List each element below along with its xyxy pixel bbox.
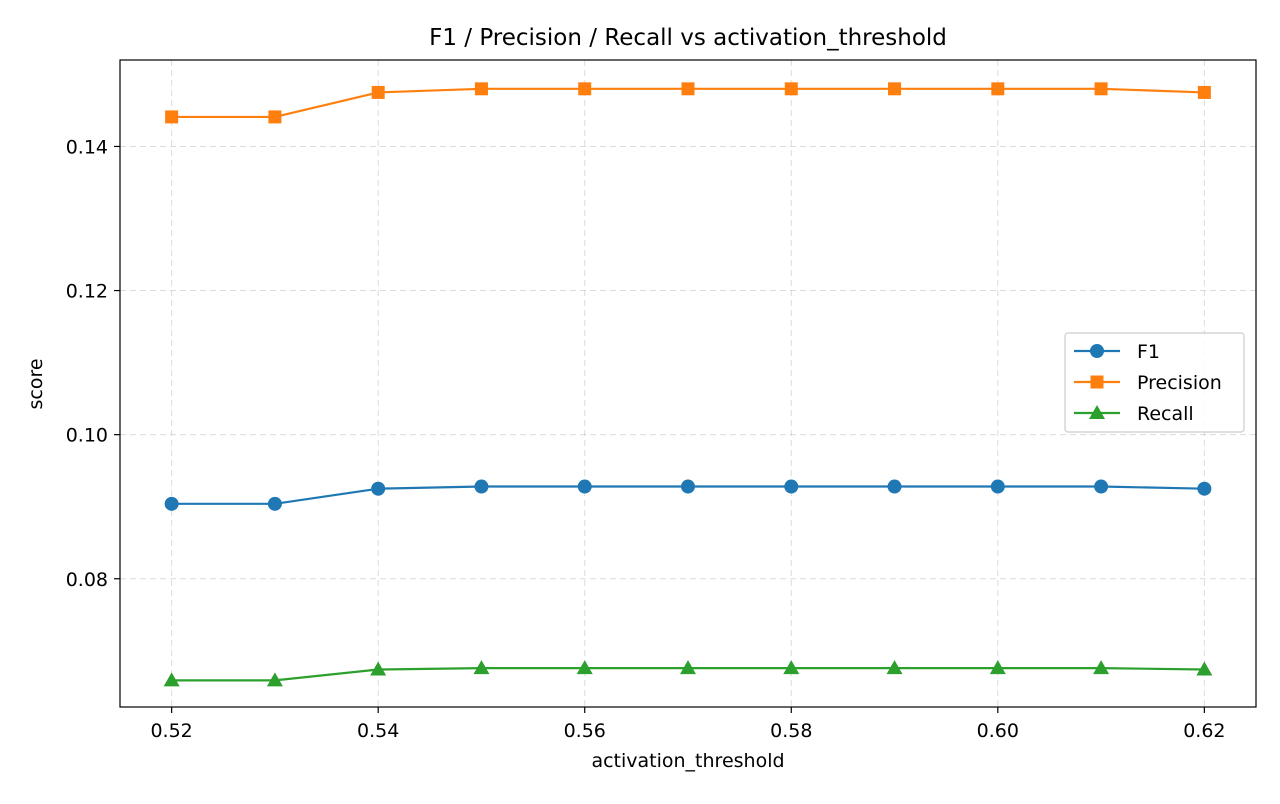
legend-label-f1: F1 xyxy=(1137,341,1160,363)
f1-point xyxy=(474,479,489,494)
recall-point xyxy=(680,660,696,675)
recall-series xyxy=(163,660,1213,687)
precision-point xyxy=(474,82,488,96)
x-tick-label: 0.52 xyxy=(150,720,192,742)
x-axis-ticks: 0.52 0.54 0.56 0.58 0.60 0.62 xyxy=(150,707,1226,742)
y-tick-label: 0.08 xyxy=(66,569,108,591)
x-axis-label: activation_threshold xyxy=(591,750,784,772)
precision-point xyxy=(888,82,902,96)
recall-point xyxy=(783,660,800,675)
plot-frame xyxy=(119,59,1257,708)
f1-point xyxy=(681,479,695,494)
f1-point xyxy=(887,479,902,494)
precision-point xyxy=(371,85,385,99)
y-tick-label: 0.12 xyxy=(66,281,108,303)
f1-series xyxy=(164,479,1212,511)
recall-point xyxy=(576,660,593,675)
f1-point xyxy=(267,496,282,511)
f1-point xyxy=(784,479,799,494)
f1-point xyxy=(164,496,179,511)
legend-item-precision: Precision xyxy=(1074,372,1222,394)
f1-point xyxy=(990,479,1005,494)
recall-point xyxy=(1196,661,1213,676)
recall-point xyxy=(886,660,903,675)
f1-point xyxy=(577,479,592,494)
legend-label-precision: Precision xyxy=(1137,372,1222,394)
x-tick-label: 0.54 xyxy=(357,720,399,742)
precision-series xyxy=(165,82,1211,124)
recall-point xyxy=(163,672,180,687)
legend: F1 Precision Recall xyxy=(1064,332,1245,433)
recall-point xyxy=(266,672,283,687)
chart-title: F1 / Precision / Recall vs activation_th… xyxy=(429,25,947,51)
recall-point xyxy=(370,661,387,676)
legend-marker-precision xyxy=(1090,375,1104,389)
series-layer xyxy=(163,82,1213,687)
recall-point xyxy=(1093,660,1110,675)
y-tick-label: 0.14 xyxy=(66,136,108,158)
precision-point xyxy=(991,82,1005,96)
legend-items: F1 Precision Recall xyxy=(1074,341,1222,425)
x-tick-label: 0.62 xyxy=(1183,720,1225,742)
x-tick-label: 0.60 xyxy=(977,720,1019,742)
precision-point xyxy=(1197,85,1211,99)
precision-point xyxy=(784,82,798,96)
legend-marker-f1 xyxy=(1090,344,1104,358)
precision-point xyxy=(268,110,282,124)
precision-point xyxy=(165,110,179,124)
x-tick-label: 0.58 xyxy=(770,720,812,742)
y-axis-label: score xyxy=(25,358,47,409)
x-tick-label: 0.56 xyxy=(564,720,606,742)
legend-item-f1: F1 xyxy=(1074,341,1160,363)
recall-point xyxy=(473,660,490,675)
f1-point xyxy=(1197,481,1212,496)
precision-point xyxy=(681,82,695,96)
precision-point xyxy=(1094,82,1108,96)
legend-frame xyxy=(1064,332,1245,433)
recall-point xyxy=(989,660,1006,675)
f1-point xyxy=(1094,479,1109,494)
legend-marker-recall xyxy=(1089,405,1105,419)
precision-point xyxy=(578,82,592,96)
y-axis-ticks: 0.08 0.10 0.12 0.14 xyxy=(66,136,120,591)
y-tick-label: 0.10 xyxy=(66,425,108,447)
legend-label-recall: Recall xyxy=(1137,403,1194,425)
legend-item-recall: Recall xyxy=(1074,403,1194,425)
f1-point xyxy=(371,481,386,496)
